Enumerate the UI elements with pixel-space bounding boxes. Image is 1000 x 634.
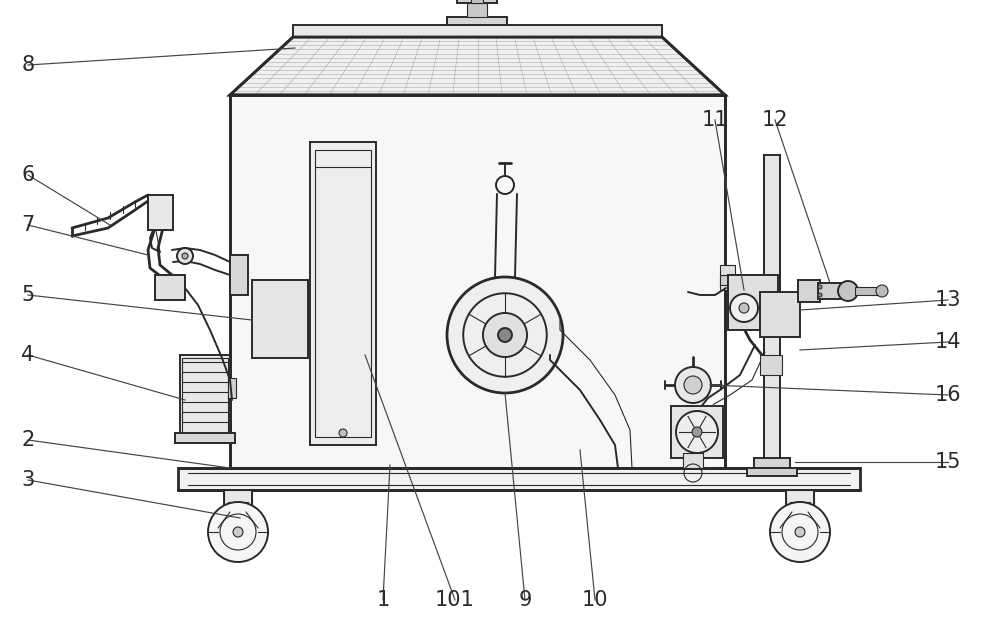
Bar	[671, 406, 723, 458]
Bar	[158, 278, 182, 297]
Bar	[798, 280, 820, 302]
Circle shape	[182, 253, 188, 259]
Circle shape	[483, 313, 527, 357]
Text: 13: 13	[935, 290, 961, 310]
Circle shape	[818, 293, 822, 297]
Bar	[720, 265, 735, 290]
Bar	[764, 155, 780, 468]
Circle shape	[770, 502, 830, 562]
Bar	[790, 502, 810, 512]
Bar	[287, 312, 298, 320]
Text: 8: 8	[21, 55, 35, 75]
Circle shape	[684, 376, 702, 394]
Bar	[273, 312, 284, 320]
Bar	[148, 195, 173, 230]
Text: 14: 14	[935, 332, 961, 352]
Bar	[155, 275, 185, 300]
Circle shape	[818, 285, 822, 289]
Bar	[855, 287, 880, 295]
Circle shape	[208, 502, 268, 562]
Bar	[754, 458, 790, 468]
Circle shape	[838, 281, 858, 301]
Bar	[720, 275, 728, 285]
Text: 15: 15	[935, 452, 961, 472]
Bar	[293, 324, 302, 331]
Circle shape	[339, 429, 347, 437]
Bar	[457, 0, 497, 3]
Text: 101: 101	[435, 590, 475, 610]
Text: 16: 16	[935, 385, 961, 405]
Circle shape	[177, 248, 193, 264]
Bar	[258, 286, 302, 308]
Text: 5: 5	[21, 285, 35, 305]
Bar	[760, 355, 782, 375]
Circle shape	[233, 527, 243, 537]
Bar	[315, 150, 371, 437]
Bar	[818, 283, 848, 299]
Bar	[230, 95, 725, 468]
Bar	[180, 355, 230, 435]
Bar	[760, 292, 800, 337]
Text: 10: 10	[582, 590, 608, 610]
Circle shape	[676, 411, 718, 453]
Text: 4: 4	[21, 345, 35, 365]
Bar	[228, 502, 248, 512]
Text: 7: 7	[21, 215, 35, 235]
Bar	[252, 280, 308, 358]
Bar	[257, 324, 266, 331]
Bar	[155, 200, 170, 225]
Text: 3: 3	[21, 470, 35, 490]
Text: 9: 9	[518, 590, 532, 610]
Bar	[728, 275, 778, 330]
Circle shape	[498, 328, 512, 342]
Circle shape	[876, 285, 888, 297]
Bar	[178, 468, 860, 490]
Bar	[281, 324, 290, 331]
Bar	[269, 324, 278, 331]
Bar	[310, 142, 376, 445]
Text: 11: 11	[702, 110, 728, 130]
Bar	[447, 17, 507, 25]
Text: 12: 12	[762, 110, 788, 130]
Bar	[259, 312, 270, 320]
Bar	[224, 490, 252, 508]
Circle shape	[730, 294, 758, 322]
Circle shape	[692, 427, 702, 437]
Bar	[747, 468, 797, 476]
Bar	[293, 25, 662, 37]
Circle shape	[675, 367, 711, 403]
Text: 1: 1	[376, 590, 390, 610]
Bar	[228, 378, 236, 398]
Polygon shape	[230, 37, 725, 95]
Text: 2: 2	[21, 430, 35, 450]
Circle shape	[795, 527, 805, 537]
Text: 6: 6	[21, 165, 35, 185]
Bar	[467, 3, 487, 17]
Bar	[175, 433, 235, 443]
Bar	[683, 453, 703, 468]
Circle shape	[447, 277, 563, 393]
Bar	[471, 0, 483, 3]
Bar	[182, 358, 228, 434]
Circle shape	[739, 303, 749, 313]
Bar	[786, 490, 814, 508]
Bar	[230, 255, 248, 295]
